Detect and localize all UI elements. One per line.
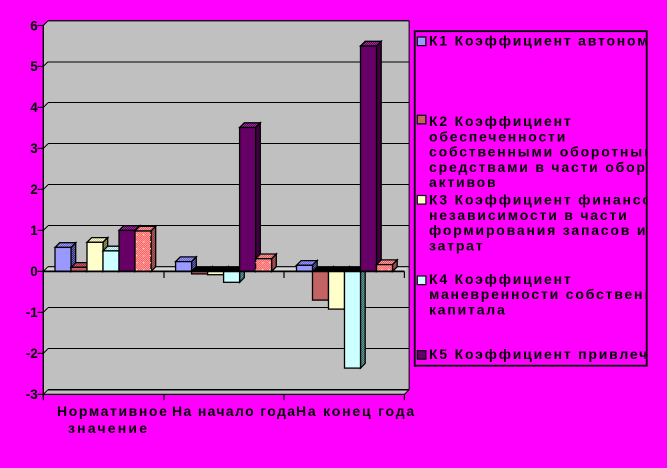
svg-text:формирования запасов и: формирования запасов и bbox=[429, 222, 647, 238]
svg-text:затрат: затрат bbox=[429, 237, 484, 253]
svg-text:активов: активов bbox=[429, 174, 497, 190]
svg-text:5: 5 bbox=[30, 59, 38, 74]
svg-text:-2: -2 bbox=[26, 346, 38, 361]
svg-text:собственными оборотными: собственными оборотными bbox=[429, 144, 667, 160]
svg-text:На конец года: На конец года bbox=[296, 403, 416, 419]
svg-text:2: 2 bbox=[30, 182, 38, 197]
svg-text:0: 0 bbox=[30, 264, 38, 279]
svg-text:Нормативное: Нормативное bbox=[57, 403, 168, 419]
svg-text:К3 Коэффициент финансово: К3 Коэффициент финансово bbox=[429, 192, 667, 208]
svg-text:-3: -3 bbox=[26, 387, 38, 402]
svg-text:маневренности собственно: маневренности собственно bbox=[429, 286, 665, 302]
svg-text:К5 Коэффициент привлечен: К5 Коэффициент привлечен bbox=[429, 346, 667, 362]
svg-text:К2 Коэффициент: К2 Коэффициент bbox=[429, 113, 572, 129]
svg-text:6: 6 bbox=[30, 18, 38, 33]
svg-text:значение: значение bbox=[68, 420, 149, 436]
svg-text:независимости в части: независимости в части bbox=[429, 207, 629, 223]
svg-text:3: 3 bbox=[30, 141, 38, 156]
svg-text:обеспеченности: обеспеченности bbox=[429, 128, 567, 144]
svg-text:4: 4 bbox=[30, 100, 38, 115]
svg-text:К1 Коэффициент автономии: К1 Коэффициент автономии bbox=[429, 33, 667, 49]
svg-text:средствами в части оборотн: средствами в части оборотн bbox=[429, 159, 667, 175]
svg-text:капитала: капитала bbox=[429, 302, 507, 318]
svg-text:К4 Коэффициент: К4 Коэффициент bbox=[429, 271, 572, 287]
svg-text:1: 1 bbox=[30, 223, 38, 238]
svg-text:На начало года: На начало года bbox=[172, 403, 296, 419]
svg-text:-1: -1 bbox=[26, 305, 38, 320]
